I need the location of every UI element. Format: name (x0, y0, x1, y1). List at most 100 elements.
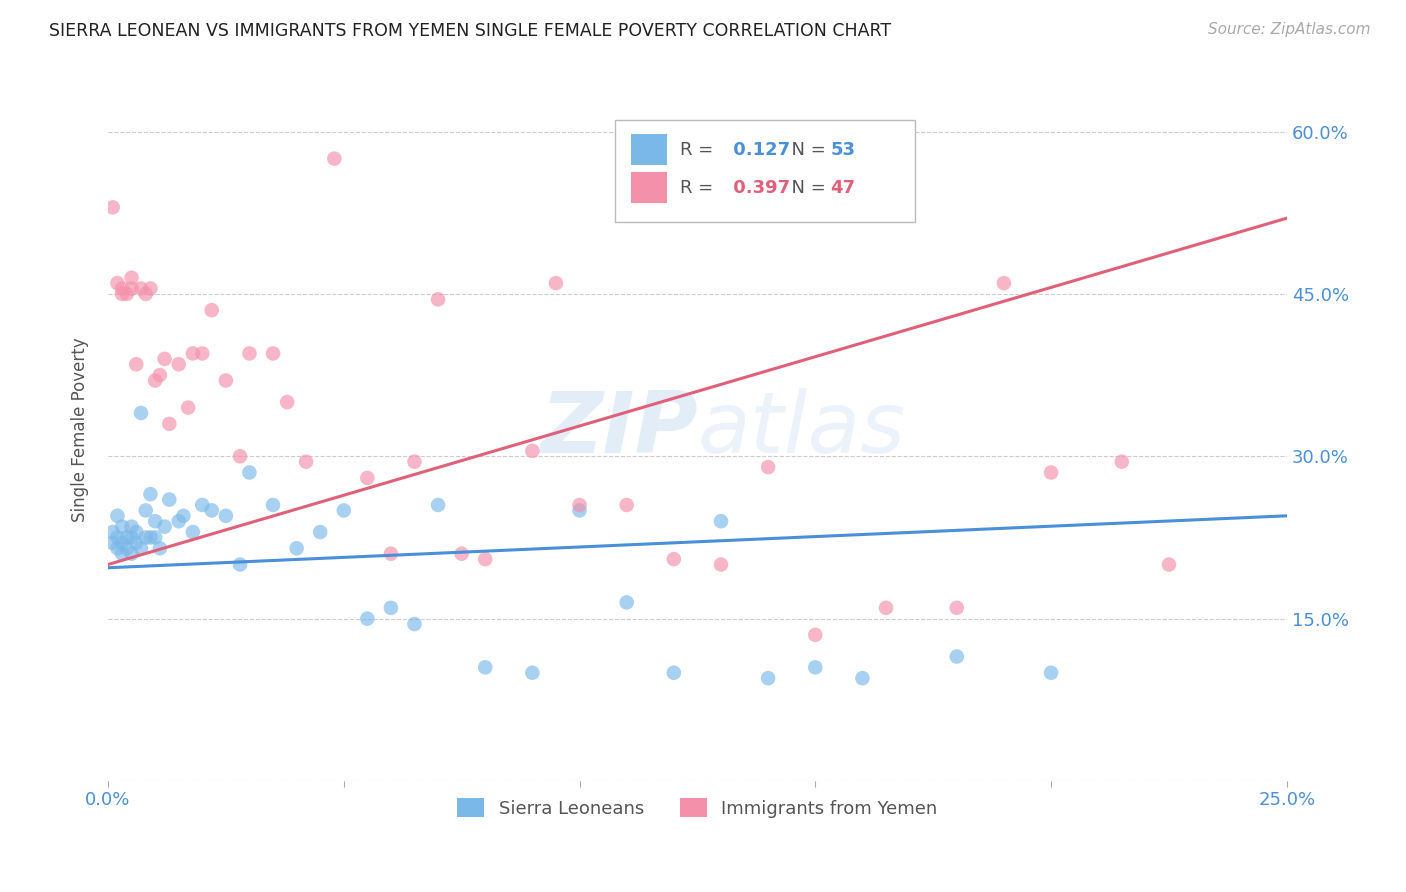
Point (875, 600, 897, 615)
Point (125, 357, 148, 371)
Point (474, 660, 496, 674)
Point (129, 281, 152, 295)
Point (139, 531, 162, 545)
Point (115, 287, 138, 301)
Text: N =: N = (780, 141, 831, 159)
Point (276, 395, 298, 409)
Point (1111, 455, 1133, 469)
Y-axis label: Single Female Poverty: Single Female Poverty (72, 337, 89, 522)
Point (229, 450, 252, 464)
Point (332, 503, 354, 517)
Point (215, 374, 238, 388)
Point (181, 346, 204, 360)
Point (356, 612, 378, 626)
Point (404, 455, 426, 469)
Point (101, 536, 124, 550)
Point (107, 276, 129, 290)
Point (993, 276, 1015, 290)
Text: 0.397: 0.397 (727, 179, 790, 197)
Point (143, 374, 166, 388)
Point (125, 536, 148, 550)
Point (143, 514, 166, 528)
Point (522, 443, 544, 458)
Point (201, 503, 224, 517)
Point (568, 498, 591, 512)
Point (153, 519, 176, 533)
Point (945, 649, 967, 664)
Point (229, 558, 252, 572)
Point (115, 531, 138, 545)
Point (295, 455, 318, 469)
Point (125, 524, 148, 539)
Point (177, 401, 200, 415)
Point (111, 287, 134, 301)
Point (167, 514, 190, 528)
Point (323, 152, 346, 166)
Point (427, 498, 450, 512)
Point (111, 536, 134, 550)
Point (309, 524, 332, 539)
Point (544, 276, 567, 290)
Point (262, 346, 284, 360)
Text: 47: 47 (831, 179, 856, 197)
Point (804, 628, 827, 642)
Point (149, 368, 172, 383)
FancyBboxPatch shape (631, 135, 666, 165)
Point (380, 600, 402, 615)
Point (404, 617, 426, 632)
Point (474, 552, 496, 566)
Point (172, 508, 194, 523)
Text: 0.127: 0.127 (727, 141, 790, 159)
Legend: Sierra Leoneans, Immigrants from Yemen: Sierra Leoneans, Immigrants from Yemen (450, 791, 945, 825)
Point (111, 519, 134, 533)
Point (1040, 466, 1063, 480)
Text: R =: R = (679, 179, 718, 197)
Point (135, 531, 157, 545)
Point (238, 346, 260, 360)
Point (157, 417, 180, 431)
Text: atlas: atlas (697, 388, 905, 471)
Point (111, 547, 134, 561)
Point (662, 552, 685, 566)
Point (285, 541, 308, 556)
Text: Source: ZipAtlas.com: Source: ZipAtlas.com (1208, 22, 1371, 37)
Point (157, 492, 180, 507)
Point (756, 671, 779, 685)
Point (101, 200, 124, 214)
Point (616, 498, 638, 512)
Point (427, 293, 450, 307)
Point (616, 595, 638, 609)
Point (143, 531, 166, 545)
Point (191, 498, 214, 512)
Point (450, 547, 472, 561)
Text: 53: 53 (831, 141, 856, 159)
Point (121, 281, 143, 295)
Point (201, 303, 224, 318)
Point (262, 498, 284, 512)
Point (107, 508, 129, 523)
Point (129, 406, 152, 420)
Point (851, 671, 873, 685)
Point (522, 665, 544, 680)
Point (215, 508, 238, 523)
Point (149, 541, 172, 556)
Point (107, 541, 129, 556)
Point (121, 531, 143, 545)
Point (710, 558, 733, 572)
Point (115, 541, 138, 556)
Point (1040, 665, 1063, 680)
Point (139, 487, 162, 501)
Point (121, 270, 143, 285)
Point (191, 346, 214, 360)
Point (167, 357, 190, 371)
Point (238, 466, 260, 480)
Point (804, 660, 827, 674)
Point (135, 503, 157, 517)
Point (568, 503, 591, 517)
Point (111, 281, 134, 295)
Point (756, 460, 779, 475)
Text: ZIP: ZIP (540, 388, 697, 471)
Point (1157, 558, 1180, 572)
Point (153, 351, 176, 366)
Point (107, 531, 129, 545)
